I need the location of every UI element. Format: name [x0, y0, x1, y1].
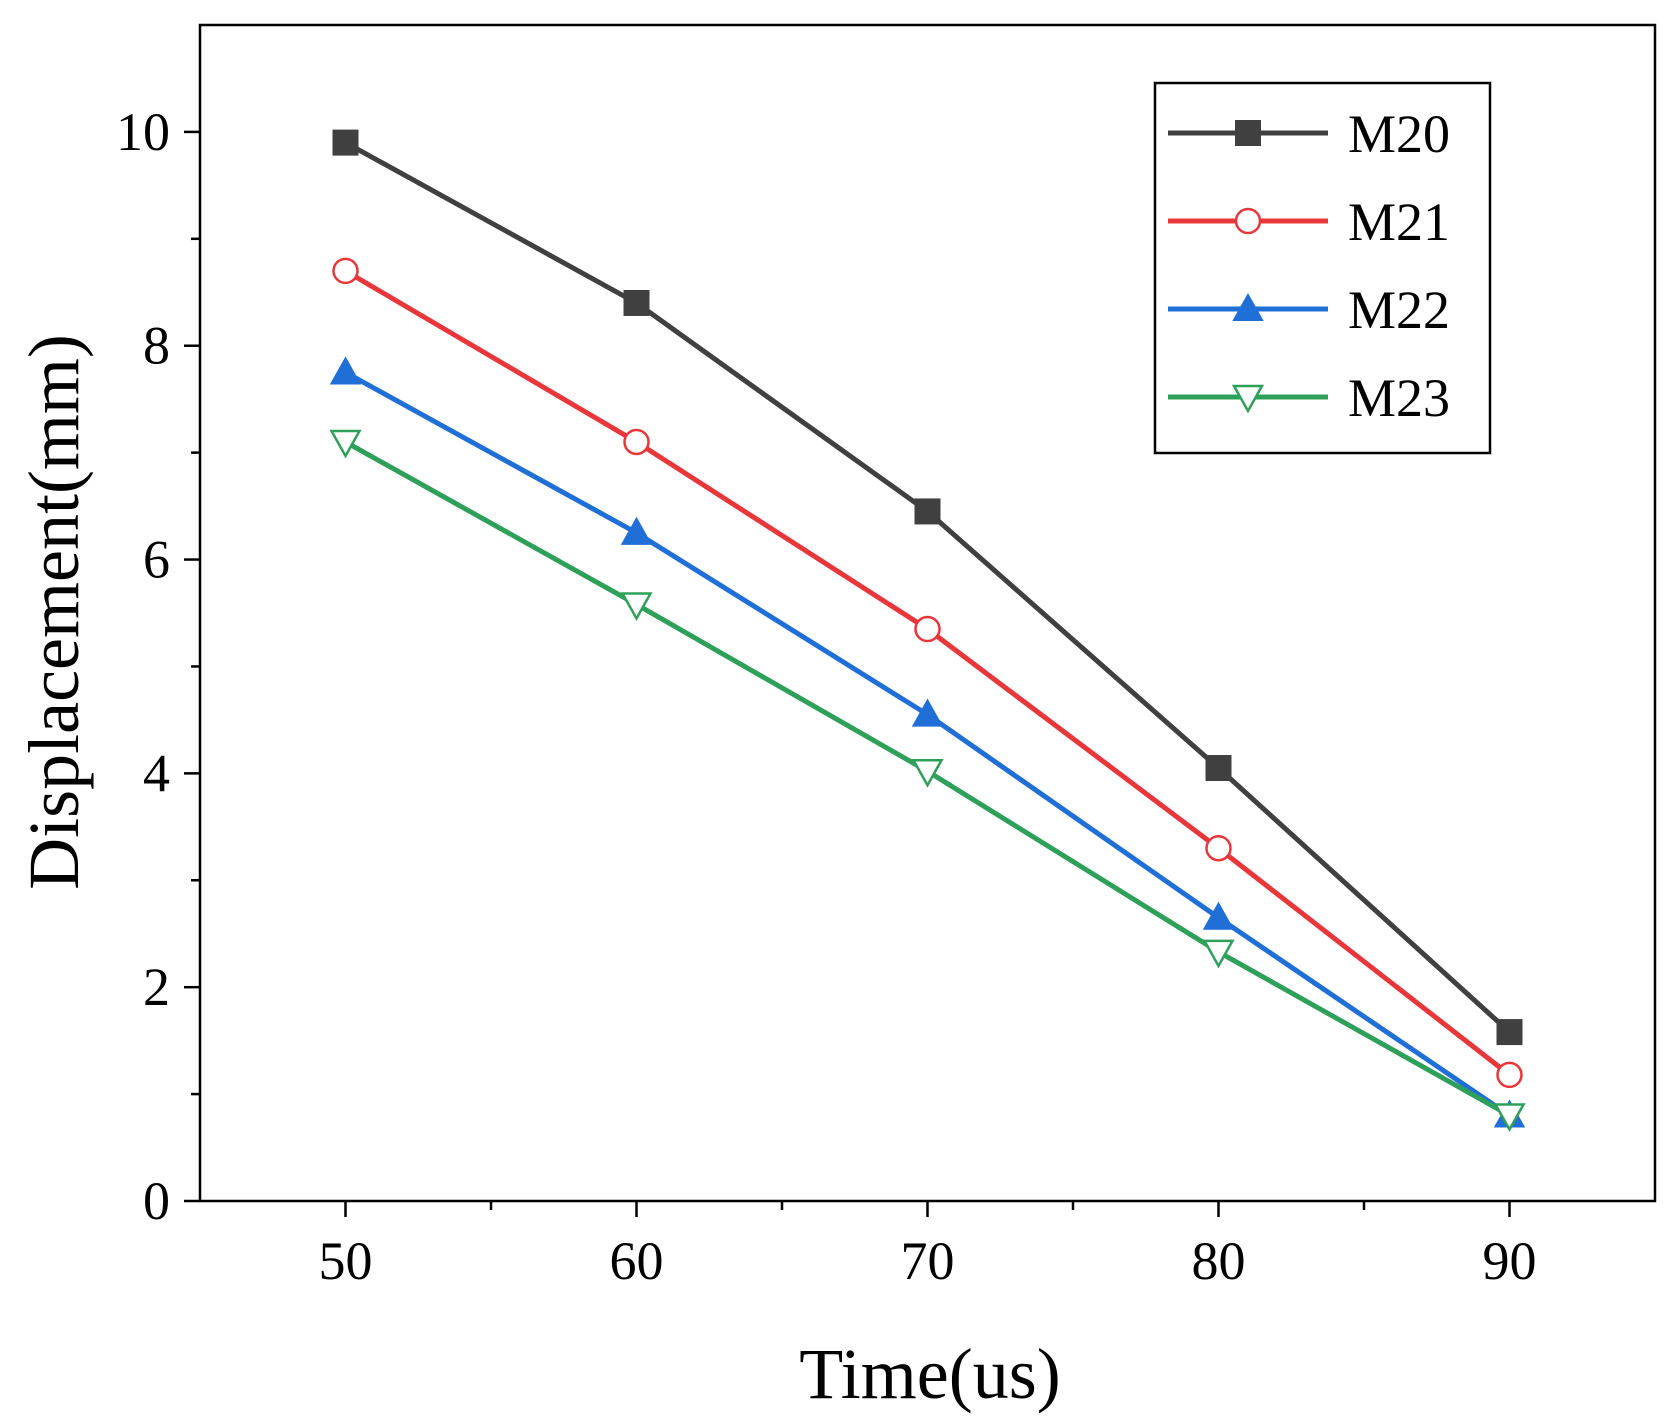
axis-ticks: 50 60 70 80 90 0 2 4 6 8 10 — [116, 102, 1537, 1291]
data-point-m21-70 — [914, 615, 941, 643]
x-tick-label-70: 70 — [901, 1231, 955, 1291]
data-point-m21-60 — [623, 428, 650, 456]
legend-marker-m22 — [1232, 292, 1264, 321]
data-point-m21-50 — [332, 257, 359, 285]
data-point-m23-90 — [1493, 1103, 1526, 1133]
data-point-m23-80 — [1202, 939, 1235, 969]
y-tick-label-0: 0 — [143, 1171, 170, 1231]
data-point-m22-70 — [911, 698, 944, 727]
legend-label-m21: M21 — [1348, 192, 1450, 252]
x-tick-label-90: 90 — [1483, 1231, 1537, 1291]
y-axis-title: Displacement(mm) — [14, 334, 94, 890]
data-point-m23-70 — [911, 758, 944, 788]
data-point-m22-50 — [329, 356, 362, 385]
legend-marker-m20 — [1235, 120, 1261, 146]
series-markers — [329, 129, 1526, 1133]
legend-label-m20: M20 — [1348, 104, 1450, 164]
data-point-m22-60 — [620, 516, 653, 545]
legend: M20 M21 M22 M23 — [1153, 81, 1492, 455]
y-tick-label-10: 10 — [116, 102, 170, 162]
x-tick-label-60: 60 — [610, 1231, 664, 1291]
data-point-m20-50 — [332, 129, 359, 156]
legend-label-m23: M23 — [1348, 368, 1450, 428]
data-point-m23-50 — [329, 429, 362, 459]
y-tick-label-6: 6 — [143, 530, 170, 590]
legend-box — [1153, 81, 1492, 455]
data-point-m20-60 — [623, 289, 650, 316]
data-point-m20-80 — [1205, 755, 1232, 782]
data-point-m20-70 — [914, 498, 941, 525]
y-tick-label-8: 8 — [143, 316, 170, 376]
y-tick-label-2: 2 — [143, 957, 170, 1017]
x-tick-label-80: 80 — [1192, 1231, 1246, 1291]
data-point-m20-90 — [1496, 1019, 1523, 1046]
series-line-m22 — [344, 370, 1511, 1118]
y-tick-label-4: 4 — [143, 743, 170, 803]
data-point-m21-80 — [1205, 834, 1232, 862]
legend-marker-m23 — [1231, 384, 1265, 414]
x-tick-label-50: 50 — [319, 1231, 373, 1291]
data-point-m23-60 — [620, 592, 653, 622]
legend-marker-m21 — [1234, 207, 1262, 235]
data-point-m21-90 — [1496, 1061, 1523, 1089]
data-point-m22-80 — [1202, 901, 1235, 930]
x-axis-title: Time(us) — [799, 1334, 1060, 1414]
legend-label-m22: M22 — [1348, 280, 1450, 340]
